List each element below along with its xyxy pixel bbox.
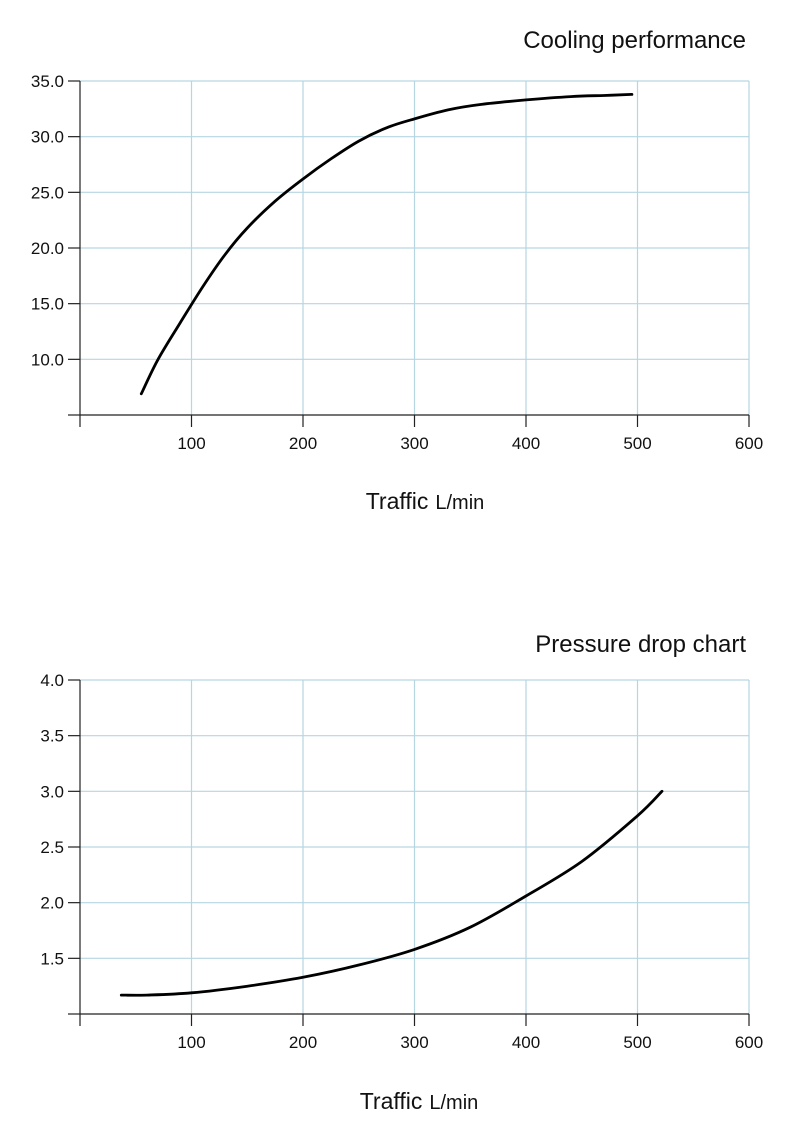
x-tick-label: 200 xyxy=(289,434,317,453)
y-tick-label: 2.5 xyxy=(40,838,64,857)
y-tick-label: 3.0 xyxy=(40,782,64,801)
x-tick-label: 100 xyxy=(177,434,205,453)
series xyxy=(119,789,664,997)
grid xyxy=(80,80,750,415)
x-axis-label: Traffic L/min xyxy=(366,488,485,514)
y-tick-label: 4.0 xyxy=(40,671,64,690)
axes xyxy=(68,679,750,1026)
y-tick-label: 35.0 xyxy=(31,72,64,91)
y-tick-label: 15.0 xyxy=(31,295,64,314)
series-line xyxy=(139,93,634,396)
grid xyxy=(80,679,750,1014)
x-tick-label: 200 xyxy=(289,1033,317,1052)
chart-title: Pressure drop chart xyxy=(535,631,746,658)
x-tick-labels: 100 200 300 400 500 600 xyxy=(177,1033,763,1052)
y-tick-label: 2.0 xyxy=(40,894,64,913)
y-tick-label: 10.0 xyxy=(31,350,64,369)
x-tick-label: 500 xyxy=(623,1033,651,1052)
y-tick-label: 20.0 xyxy=(31,239,64,258)
y-tick-label: 3.5 xyxy=(40,727,64,746)
x-axis-label-text: Traffic xyxy=(360,1088,423,1114)
pressure-drop-chart: Pressure drop chart 1.5 2.0 2.5 3.0 3.5 4.0 1… xyxy=(40,631,763,1114)
cooling-performance-chart: Cooling performance 10.0 15.0 20.0 25.0 30.0… xyxy=(31,27,763,514)
y-tick-label: 1.5 xyxy=(40,949,64,968)
series xyxy=(139,93,634,396)
x-tick-labels: 100 200 300 400 500 600 xyxy=(177,434,763,453)
chart-title: Cooling performance xyxy=(523,27,746,54)
y-tick-labels: 1.5 2.0 2.5 3.0 3.5 4.0 xyxy=(40,671,64,968)
x-tick-label: 500 xyxy=(623,434,651,453)
y-tick-labels: 10.0 15.0 20.0 25.0 30.0 35.0 xyxy=(31,72,64,369)
x-tick-label: 300 xyxy=(400,1033,428,1052)
x-axis-unit: L/min xyxy=(435,492,484,514)
x-tick-label: 300 xyxy=(400,434,428,453)
y-tick-label: 25.0 xyxy=(31,183,64,202)
x-tick-label: 100 xyxy=(177,1033,205,1052)
y-tick-label: 30.0 xyxy=(31,128,64,147)
series-line xyxy=(119,789,664,997)
x-axis-label-text: Traffic xyxy=(366,488,429,514)
x-axis-label: Traffic L/min xyxy=(360,1088,479,1114)
x-tick-label: 400 xyxy=(512,434,540,453)
x-tick-label: 600 xyxy=(735,1033,763,1052)
x-axis-unit: L/min xyxy=(429,1092,478,1114)
axes xyxy=(68,80,750,427)
x-tick-label: 600 xyxy=(735,434,763,453)
x-tick-label: 400 xyxy=(512,1033,540,1052)
